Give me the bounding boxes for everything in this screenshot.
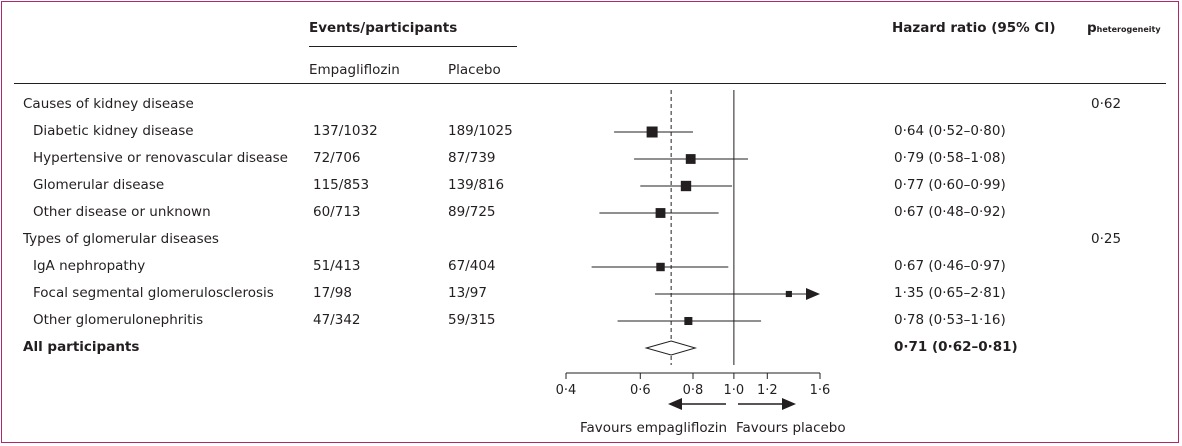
x-tick-label: 1·2: [757, 383, 778, 398]
row-events-empagliflozin: 115/853: [313, 177, 370, 193]
favours-empagliflozin-label: Favours empagliflozin: [580, 420, 728, 436]
row-events-placebo: 59/315: [448, 312, 496, 328]
ci-arrow: [806, 288, 820, 300]
row-hazard-ratio: 0·78 (0·53–1·16): [894, 312, 1006, 328]
row-label: Causes of kidney disease: [23, 96, 194, 112]
point-estimate: [655, 208, 666, 218]
point-estimate: [685, 154, 696, 164]
row-label: Focal segmental glomerulosclerosis: [33, 285, 274, 301]
row-label: Diabetic kidney disease: [33, 123, 194, 139]
row-events-empagliflozin: 51/413: [313, 258, 361, 274]
row-label: All participants: [23, 339, 140, 355]
header-underline: [309, 46, 517, 47]
row-label: Glomerular disease: [33, 177, 165, 193]
row-events-placebo: 189/1025: [448, 123, 513, 139]
header-hazard-ratio: Hazard ratio (95% CI): [892, 20, 1056, 36]
row-events-placebo: 89/725: [448, 204, 496, 220]
x-tick-label: 0·4: [556, 383, 577, 398]
point-estimate: [684, 316, 693, 326]
row-hazard-ratio: 0·77 (0·60–0·99): [894, 177, 1006, 193]
row-events-placebo: 87/739: [448, 150, 496, 166]
row-hazard-ratio: 0·79 (0·58–1·08): [894, 150, 1006, 166]
header-events-participants: Events/participants: [309, 20, 458, 36]
row-events-empagliflozin: 137/1032: [313, 123, 378, 139]
header-p-heterogeneity: pheterogeneity: [1087, 20, 1161, 38]
row-events-empagliflozin: 17/98: [313, 285, 352, 301]
header-rule: [14, 83, 1166, 84]
row-hazard-ratio: 1·35 (0·65–2·81): [894, 285, 1006, 301]
x-tick-label: 0·8: [683, 383, 704, 398]
row-label: Other disease or unknown: [33, 204, 211, 220]
row-p-heterogeneity: 0·62: [1091, 96, 1122, 112]
row-hazard-ratio: 0·67 (0·46–0·97): [894, 258, 1006, 274]
row-label: Other glomerulonephritis: [33, 312, 204, 328]
row-hazard-ratio: 0·64 (0·52–0·80): [894, 123, 1006, 139]
p-main: p: [1087, 20, 1097, 36]
row-label: Hypertensive or renovascular disease: [33, 150, 288, 166]
favours-left-arrow-head: [668, 398, 682, 410]
row-events-placebo: 67/404: [448, 258, 496, 274]
row-p-heterogeneity: 0·25: [1091, 231, 1122, 247]
row-events-empagliflozin: 72/706: [313, 150, 361, 166]
p-subscript: heterogeneity: [1096, 25, 1161, 34]
row-label: IgA nephropathy: [33, 258, 146, 274]
row-hazard-ratio: 0·71 (0·62–0·81): [894, 339, 1018, 355]
row-events-empagliflozin: 60/713: [313, 204, 361, 220]
point-estimate: [646, 126, 658, 138]
point-estimate: [680, 180, 692, 192]
header-empagliflozin: Empagliflozin: [309, 62, 400, 78]
favours-placebo-label: Favours placebo: [736, 420, 846, 436]
row-events-empagliflozin: 47/342: [313, 312, 361, 328]
row-label: Types of glomerular diseases: [23, 231, 219, 247]
row-events-placebo: 13/97: [448, 285, 487, 301]
x-tick-label: 1·0: [724, 383, 745, 398]
x-tick-label: 0·6: [630, 383, 651, 398]
point-estimate: [785, 290, 792, 298]
x-tick-label: 1·6: [810, 383, 831, 398]
row-events-placebo: 139/816: [448, 177, 505, 193]
row-hazard-ratio: 0·67 (0·48–0·92): [894, 204, 1006, 220]
point-estimate: [656, 262, 665, 272]
header-placebo: Placebo: [448, 62, 501, 78]
favours-right-arrow-head: [782, 398, 796, 410]
overall-diamond: [644, 340, 698, 356]
